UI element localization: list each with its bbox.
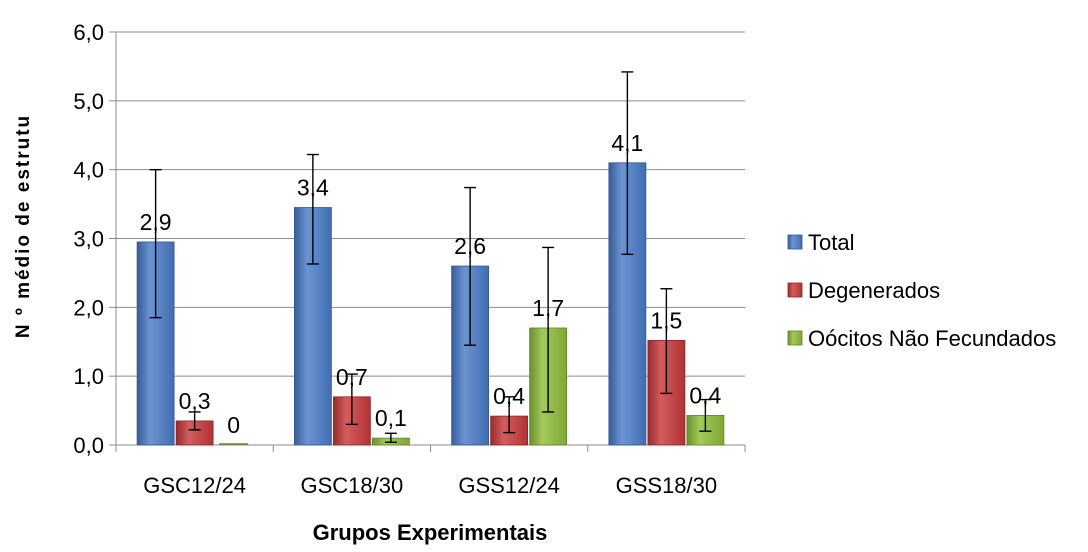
y-axis: 0,0 1,0 2,0 3,0 4,0 5,0 6,0 [73, 20, 117, 458]
x-axis-title: Grupos Experimentais [313, 520, 548, 545]
data-label: 0,3 [179, 388, 211, 414]
legend: Total Degenerados Oócitos Não Fecundados [787, 230, 1056, 351]
bar [136, 241, 175, 446]
y-tick-label: 3,0 [73, 227, 104, 252]
legend-label: Degenerados [808, 278, 940, 303]
data-label: 2,9 [140, 209, 172, 235]
data-label: 0,1 [375, 405, 407, 431]
x-tick-label: GSC12/24 [143, 473, 246, 498]
data-label: 4,1 [611, 130, 643, 156]
data-label: 0 [227, 412, 240, 438]
legend-label: Oócitos Não Fecundados [808, 326, 1056, 351]
error-bars [149, 71, 712, 443]
data-label: 0,4 [493, 383, 525, 409]
data-labels: 2,9 0,3 0 3,4 0,7 0,1 2,6 0,4 1,7 4,1 1,5 0,4 [140, 130, 722, 438]
bars [136, 162, 725, 446]
legend-swatch [787, 330, 803, 346]
data-label: 0,4 [689, 382, 721, 408]
y-tick-label: 1,0 [73, 364, 104, 389]
legend-swatch [787, 282, 803, 298]
x-tick-label: GSC18/30 [301, 473, 404, 498]
y-tick-label: 0,0 [73, 433, 104, 458]
y-tick-label: 5,0 [73, 89, 104, 114]
y-tick-label: 6,0 [73, 20, 104, 45]
data-label: 1,5 [650, 307, 682, 333]
data-label: 3,4 [297, 175, 329, 201]
y-tick-label: 2,0 [73, 295, 104, 320]
data-label: 0,7 [336, 364, 368, 390]
legend-label: Total [808, 230, 854, 255]
y-axis-title: N º médio de estrutu [13, 114, 34, 338]
legend-swatch [787, 234, 803, 250]
data-label: 1,7 [532, 295, 564, 321]
x-axis: GSC12/24 GSC18/30 GSS12/24 GSS18/30 [115, 444, 746, 498]
data-label: 2,6 [454, 233, 486, 259]
gridlines [116, 31, 745, 446]
x-tick-label: GSS18/30 [616, 473, 718, 498]
x-tick-label: GSS12/24 [458, 473, 560, 498]
y-tick-label: 4,0 [73, 158, 104, 183]
